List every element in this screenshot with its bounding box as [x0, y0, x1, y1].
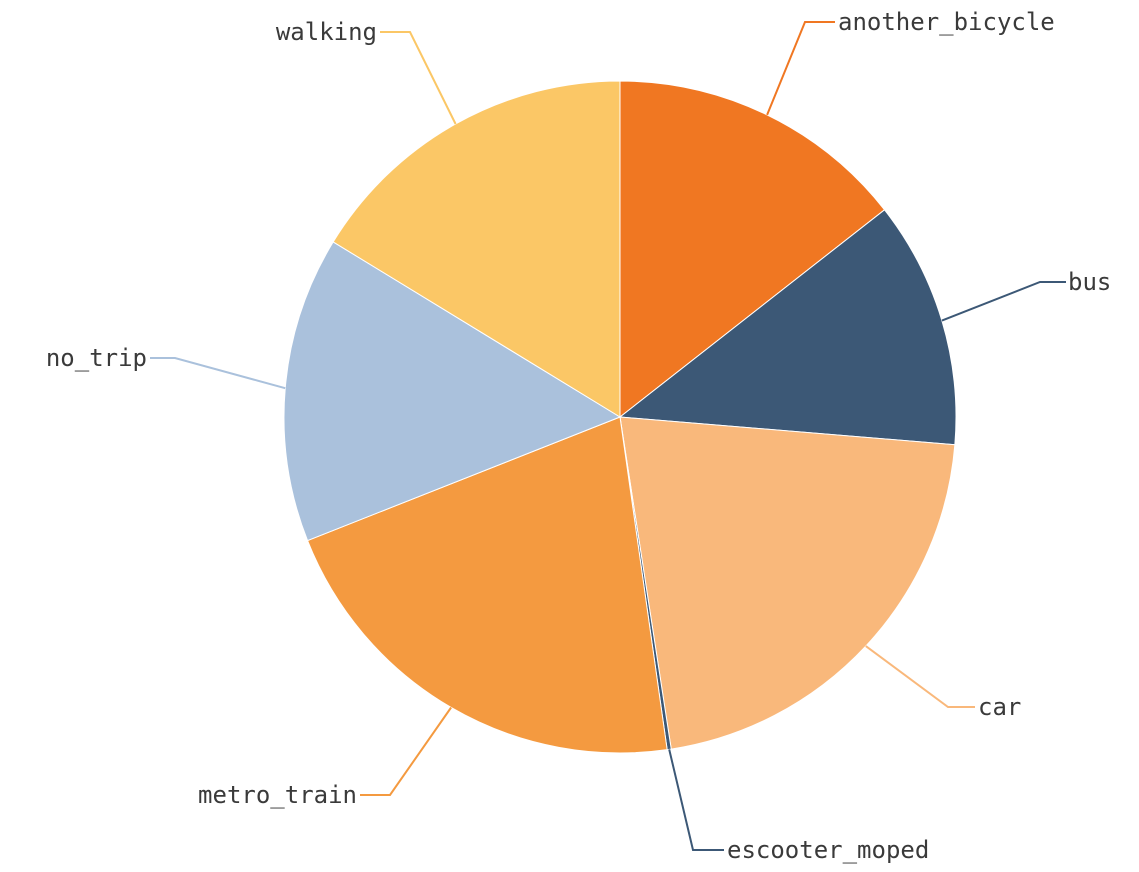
pie-slice-metro-train[interactable] — [306, 416, 668, 754]
leader-line-escooter-moped — [668, 749, 724, 851]
slice-label-metro-train: metro_train — [198, 781, 357, 809]
slice-label-car: car — [978, 693, 1021, 721]
slice-label-walking: walking — [276, 18, 377, 46]
leader-lines-group — [150, 21, 1066, 851]
leader-line-car — [865, 645, 975, 708]
pie-slice-car[interactable] — [619, 416, 956, 750]
leader-line-another-bicycle — [766, 21, 835, 116]
leader-line-bus — [941, 281, 1066, 322]
slices-group — [283, 80, 957, 754]
leader-line-no-trip — [150, 357, 286, 390]
leader-line-walking — [380, 31, 457, 125]
slice-label-bus: bus — [1068, 268, 1111, 296]
slice-label-no-trip: no_trip — [46, 344, 147, 372]
pie-slice-another-bicycle[interactable] — [619, 80, 886, 419]
pie-slice-walking[interactable] — [332, 80, 621, 418]
pie-slice-bus[interactable] — [618, 209, 957, 446]
pie-slice-no-trip[interactable] — [283, 241, 622, 542]
slice-label-another-bicycle: another_bicycle — [838, 8, 1055, 36]
leader-line-metro-train — [360, 706, 452, 796]
slice-label-escooter-moped: escooter_moped — [727, 836, 929, 864]
